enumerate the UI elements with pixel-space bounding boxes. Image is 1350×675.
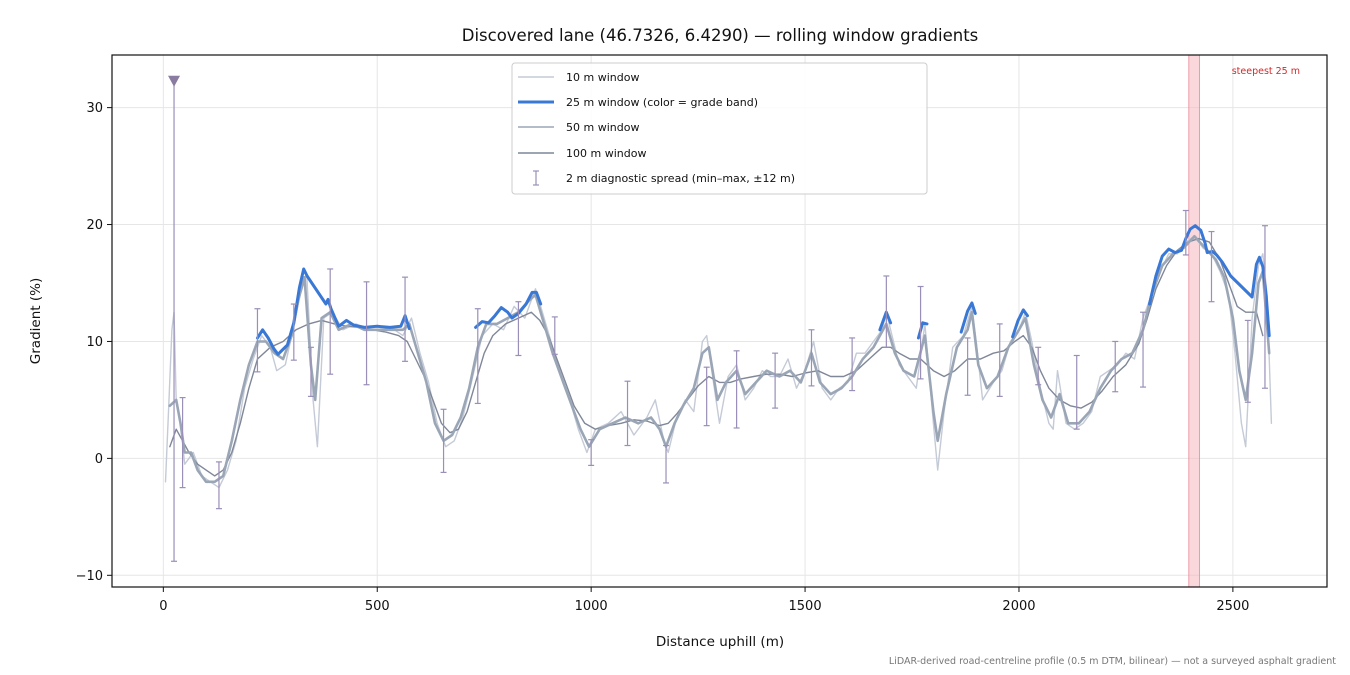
spread-bar	[1035, 346, 1042, 386]
steepest-band-layer	[1188, 54, 1200, 588]
x-tick-label: 500	[365, 599, 390, 614]
spread-bar	[964, 337, 971, 396]
legend: 10 m window 25 m window (color = grade b…	[511, 62, 928, 195]
y-tick-label: 0	[95, 452, 103, 467]
series-line-50m	[168, 234, 1271, 484]
spread-bar	[551, 316, 558, 355]
legend-label-50m: 50 m window	[566, 121, 639, 134]
y-tick-label: 30	[86, 101, 103, 116]
spread-bar	[215, 461, 222, 510]
x-tick-label: 1000	[575, 599, 608, 614]
x-tick-label: 0	[159, 599, 167, 614]
spread-bar	[733, 350, 740, 429]
spread-bar	[440, 408, 447, 474]
legend-swatch-spread	[533, 170, 539, 186]
spread-bar	[996, 323, 1003, 398]
spread-bar	[1073, 354, 1080, 430]
legend-label-spread: 2 m diagnostic spread (min–max, ±12 m)	[566, 172, 795, 185]
steepest-band	[1188, 54, 1200, 588]
marker-layer	[168, 75, 181, 87]
spread-bar	[474, 308, 481, 405]
spread-bar	[1261, 225, 1268, 389]
footnote: LiDAR-derived road-centreline profile (0…	[889, 656, 1336, 667]
spread-bar	[1182, 209, 1189, 256]
spread-bar	[179, 396, 186, 489]
spread-bar	[772, 352, 779, 409]
spread-bar	[327, 268, 334, 375]
x-tick-label: 2000	[1002, 599, 1035, 614]
diagnostic-spread-layer	[171, 77, 1268, 562]
spread-bar	[1112, 340, 1119, 393]
spread-bar	[917, 285, 924, 380]
steepest-band-label: steepest 25 m	[1232, 66, 1300, 77]
y-axis-label: Gradient (%)	[28, 278, 44, 364]
spread-bar	[290, 303, 297, 361]
legend-label-25m: 25 m window (color = grade band)	[566, 96, 758, 109]
y-tick-label: −10	[76, 569, 103, 584]
spread-bar	[1140, 311, 1147, 388]
legend-frame	[511, 62, 928, 195]
legend-label-100m: 100 m window	[566, 147, 646, 160]
spread-bar	[663, 444, 670, 484]
x-axis-label: Distance uphill (m)	[656, 634, 784, 650]
y-tick-label: 10	[86, 335, 103, 350]
spread-bar	[1208, 230, 1215, 303]
spread-bar	[588, 439, 595, 466]
spread-bar	[1244, 319, 1251, 403]
spread-bar	[254, 308, 261, 373]
x-tick-label: 2500	[1216, 599, 1249, 614]
spread-bar	[402, 276, 409, 362]
spread-bar	[808, 329, 815, 387]
x-axis: 0 500 1000 1500 2000 2500	[159, 587, 1249, 614]
spread-bar	[363, 281, 370, 386]
y-tick-label: 20	[86, 218, 103, 233]
max-marker	[168, 75, 181, 87]
spread-bar	[703, 366, 710, 427]
spread-bar	[624, 380, 631, 447]
chart-title: Discovered lane (46.7326, 6.4290) — roll…	[462, 26, 979, 45]
spread-bar	[307, 346, 314, 398]
spread-bar	[883, 275, 890, 348]
y-axis: −10 0 10 20 30	[76, 101, 112, 584]
spread-bar	[849, 337, 856, 392]
plot-frame	[111, 54, 1328, 588]
legend-label-10m: 10 m window	[566, 71, 639, 84]
spread-bar	[515, 301, 522, 357]
x-tick-label: 1500	[789, 599, 822, 614]
